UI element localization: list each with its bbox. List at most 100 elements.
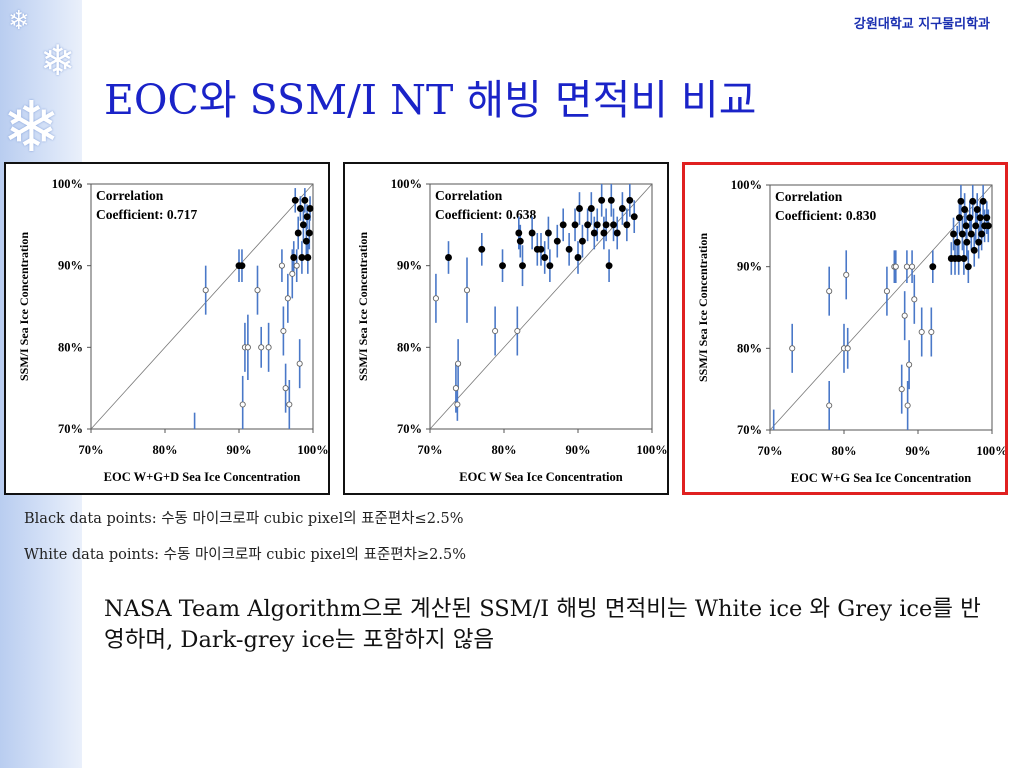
white-data-point [918, 328, 925, 336]
x-tick-label: 90% [566, 443, 591, 457]
black-data-point [294, 229, 302, 237]
black-data-point [957, 197, 965, 205]
black-data-point [973, 206, 981, 213]
black-data-point [299, 221, 307, 229]
black-data-point [979, 197, 987, 205]
black-data-point [630, 213, 638, 221]
black-data-point [964, 263, 972, 271]
black-data-point [626, 196, 634, 204]
white-data-point [892, 263, 899, 270]
scatter-panel-wgd: 70% 80% 90% 100% 70% 80% 90% 100% EOC W+G+D Sea … [4, 162, 330, 495]
black-points-note: Black data points: 수동 마이크로파 cubic pixel의… [24, 511, 464, 527]
white-data-point [844, 345, 851, 352]
x-tick-label: 70% [758, 444, 783, 458]
y-tick-label: 80% [397, 340, 422, 354]
x-tick-label: 100% [297, 443, 328, 457]
black-data-point [515, 229, 523, 237]
scatter-chart-w: 70% 80% 90% 100% 70% 80% 90% 100% EOC W Sea Ice … [356, 177, 667, 484]
y-tick-label: 80% [58, 340, 83, 354]
white-data-point [492, 327, 499, 335]
black-data-point [578, 237, 586, 245]
snowflake-icon: ❄ [2, 86, 61, 168]
scatter-chart-wg: 70% 80% 90% 100% 70% 80% 90% 100% EOC W+G Sea Ic… [696, 178, 1005, 485]
black-data-point [537, 245, 545, 253]
black-data-point [296, 205, 304, 212]
white-data-point [254, 287, 261, 294]
black-data-point [553, 237, 561, 245]
black-data-point [607, 196, 615, 204]
black-data-point [593, 221, 601, 229]
black-data-point [305, 229, 313, 237]
x-tick-label: 80% [153, 443, 178, 457]
correlation-annotation: Coefficient: 0.638 [435, 207, 536, 222]
white-data-point [282, 385, 289, 392]
black-data-point [445, 254, 452, 261]
black-data-point [238, 262, 246, 270]
x-tick-label: 100% [636, 443, 667, 457]
white-data-point [898, 386, 905, 393]
black-data-point [984, 222, 992, 230]
x-tick-label: 70% [418, 443, 443, 457]
x-tick-label: 90% [227, 443, 252, 457]
y-tick-label: 100% [391, 177, 422, 191]
black-data-point [301, 196, 309, 204]
snowflake-icon: ❄ [40, 36, 76, 85]
black-data-point [574, 254, 582, 261]
black-data-point [565, 245, 573, 253]
correlation-annotation: Correlation [435, 188, 503, 203]
black-data-point [571, 221, 579, 229]
white-data-point [432, 295, 439, 302]
black-data-point [306, 205, 314, 212]
black-data-point [610, 221, 617, 229]
scatter-chart-wgd: 70% 80% 90% 100% 70% 80% 90% 100% EOC W+G+D Sea … [17, 177, 328, 484]
black-data-point [584, 221, 592, 229]
black-data-point [478, 245, 486, 253]
white-data-point [455, 360, 462, 367]
white-data-point [906, 361, 913, 368]
black-data-point [544, 229, 552, 237]
correlation-annotation: Coefficient: 0.830 [775, 208, 876, 223]
x-tick-label: 70% [79, 443, 104, 457]
x-tick-label: 80% [492, 443, 517, 457]
black-data-point [303, 213, 311, 221]
black-data-point [602, 221, 610, 229]
white-data-point [239, 401, 246, 408]
black-data-point [967, 230, 975, 238]
university-label: 강원대학교 지구물리학과 [853, 17, 990, 32]
y-tick-label: 70% [397, 422, 422, 436]
black-data-point [613, 229, 621, 237]
y-axis-label: SSM/I Sea Ice Concentration [356, 232, 370, 381]
black-data-point [958, 230, 966, 238]
white-data-point [289, 270, 296, 277]
black-data-point [969, 197, 977, 205]
white-data-point [454, 401, 461, 408]
black-data-point [576, 205, 583, 212]
white-data-point [463, 287, 471, 294]
y-tick-label: 90% [58, 259, 83, 273]
black-data-point [605, 262, 613, 270]
black-data-point [541, 254, 549, 261]
white-data-point [903, 263, 910, 270]
correlation-annotation: Correlation [775, 189, 843, 204]
white-data-point [911, 296, 918, 303]
black-data-point [961, 206, 969, 213]
y-tick-label: 80% [737, 341, 762, 355]
white-data-point [909, 263, 916, 270]
black-data-point [962, 222, 970, 230]
white-data-point [293, 262, 300, 269]
black-data-point [623, 221, 631, 229]
black-data-point [590, 229, 598, 237]
black-data-point [598, 196, 606, 204]
white-data-point [826, 402, 833, 409]
summary-text: NASA Team Algorithm으로 계산된 SSM/I 해빙 면적비는 … [104, 596, 981, 653]
white-data-point [265, 344, 272, 351]
black-data-point [499, 262, 506, 270]
white-data-point [826, 288, 833, 295]
black-data-point [519, 262, 526, 270]
x-axis-label: EOC W Sea Ice Concentration [459, 470, 622, 484]
x-axis-label: EOC W+G Sea Ice Concentration [791, 471, 972, 485]
black-data-point [291, 196, 299, 204]
black-data-point [976, 214, 984, 222]
black-data-point [955, 214, 963, 222]
white-data-point [280, 327, 287, 335]
